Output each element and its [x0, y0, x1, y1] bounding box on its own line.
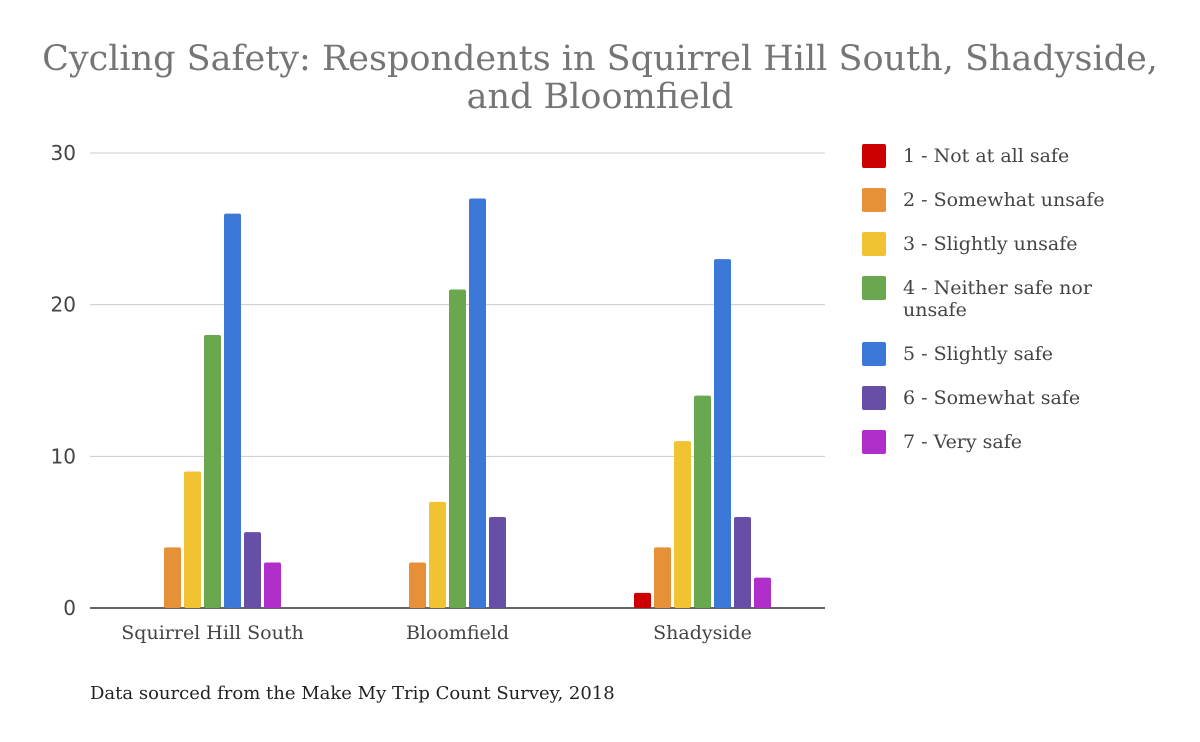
bar	[674, 441, 691, 608]
legend-swatch	[862, 188, 886, 212]
legend-label: 2 - Somewhat unsafe	[903, 189, 1105, 211]
bar	[489, 517, 506, 608]
y-tick-label: 30	[51, 141, 76, 165]
legend-item: 4 - Neither safe nor unsafe	[862, 276, 1093, 321]
legend-swatch	[862, 386, 886, 410]
bar	[224, 213, 241, 608]
chart-title-line-1: Cycling Safety: Respondents in Squirrel …	[42, 39, 1158, 79]
legend-label: 5 - Slightly safe	[903, 343, 1053, 365]
source-note: Data sourced from the Make My Trip Count…	[90, 683, 615, 704]
legend-swatch	[862, 430, 886, 454]
bar	[654, 547, 671, 608]
legend-swatch	[862, 144, 886, 168]
legend-item: 7 - Very safe	[862, 430, 1022, 454]
legend-label: 7 - Very safe	[903, 431, 1022, 453]
bar	[734, 517, 751, 608]
x-axis-category-labels: Squirrel Hill South Bloomfield Shadyside	[121, 622, 752, 644]
legend-label: 4 - Neither safe nor unsafe	[903, 277, 1093, 321]
legend-item: 5 - Slightly safe	[862, 342, 1053, 366]
legend-swatch	[862, 276, 886, 300]
bar	[409, 562, 426, 608]
legend-swatch	[862, 232, 886, 256]
bar	[714, 259, 731, 608]
x-category-label: Bloomfield	[406, 622, 509, 644]
y-tick-label: 20	[51, 293, 76, 317]
legend-item: 6 - Somewhat safe	[862, 386, 1080, 410]
legend-item: 1 - Not at all safe	[862, 144, 1069, 168]
chart-title-line-2: and Bloomfield	[467, 77, 734, 117]
y-tick-label: 0	[63, 596, 76, 620]
bar	[449, 289, 466, 608]
x-category-label: Shadyside	[653, 622, 752, 644]
legend-label: 3 - Slightly unsafe	[903, 233, 1077, 255]
legend-label: 1 - Not at all safe	[903, 145, 1069, 167]
bar	[634, 592, 651, 608]
bar	[469, 198, 486, 608]
chart-title: Cycling Safety: Respondents in Squirrel …	[42, 39, 1158, 117]
bar	[754, 577, 771, 608]
bar	[204, 335, 221, 608]
legend-item: 2 - Somewhat unsafe	[862, 188, 1105, 212]
legend-label: 6 - Somewhat safe	[903, 387, 1080, 409]
bar	[164, 547, 181, 608]
legend-item: 3 - Slightly unsafe	[862, 232, 1077, 256]
x-category-label: Squirrel Hill South	[121, 622, 303, 644]
bar	[694, 395, 711, 608]
legend-swatch	[862, 342, 886, 366]
bar	[184, 471, 201, 608]
y-tick-label: 10	[51, 444, 76, 468]
bar	[429, 501, 446, 608]
bars	[164, 198, 771, 608]
legend: 1 - Not at all safe 2 - Somewhat unsafe 3 …	[862, 144, 1105, 454]
bar	[264, 562, 281, 608]
y-axis-tick-labels: 0 10 20 30	[51, 141, 76, 620]
bar	[244, 532, 261, 608]
